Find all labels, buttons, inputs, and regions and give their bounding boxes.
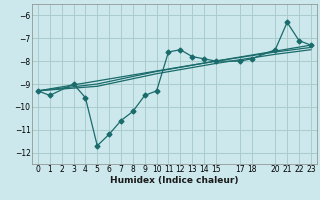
- X-axis label: Humidex (Indice chaleur): Humidex (Indice chaleur): [110, 176, 239, 185]
